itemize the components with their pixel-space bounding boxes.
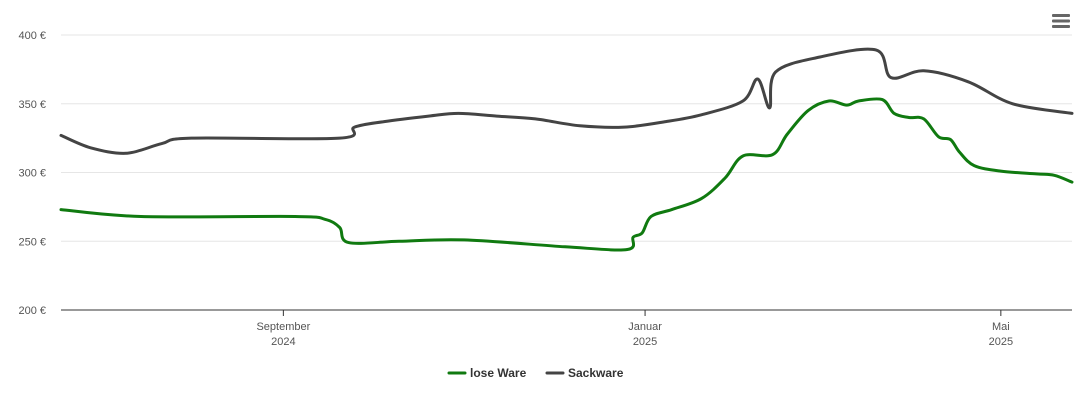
x-tick-month: Mai xyxy=(992,321,1010,333)
series-line-lose-ware[interactable] xyxy=(59,97,1074,252)
y-tick-label: 350 € xyxy=(18,99,46,111)
hamburger-icon[interactable] xyxy=(1052,14,1070,28)
series-lines xyxy=(59,47,1074,252)
y-tick-label: 300 € xyxy=(18,168,46,180)
x-tick-month: Januar xyxy=(628,321,662,333)
x-tick-year: 2025 xyxy=(989,336,1013,348)
legend-label-lose-ware: lose Ware xyxy=(470,366,527,380)
y-tick-label: 200 € xyxy=(18,305,46,317)
y-tick-label: 250 € xyxy=(18,236,46,248)
menu-button[interactable] xyxy=(1048,10,1074,32)
hamburger-bar-3 xyxy=(1052,25,1070,28)
legend-item-lose-ware[interactable]: lose Ware xyxy=(447,366,527,380)
x-tick-year: 2024 xyxy=(271,336,295,348)
hamburger-bar-1 xyxy=(1052,14,1070,17)
grid-lines xyxy=(61,34,1072,242)
y-axis: 200 € 250 € 300 € 350 € 400 € xyxy=(18,30,46,317)
hamburger-bar-2 xyxy=(1052,19,1070,23)
series-line-sackware[interactable] xyxy=(59,47,1074,155)
legend: lose Ware Sackware xyxy=(447,366,624,380)
x-axis: September 2024 Januar 2025 Mai 2025 xyxy=(61,309,1072,348)
x-tick-month: September xyxy=(256,321,310,333)
y-tick-label: 400 € xyxy=(18,30,46,42)
legend-item-sackware[interactable]: Sackware xyxy=(545,366,624,380)
x-tick-year: 2025 xyxy=(633,336,657,348)
legend-label-sackware: Sackware xyxy=(568,366,624,380)
